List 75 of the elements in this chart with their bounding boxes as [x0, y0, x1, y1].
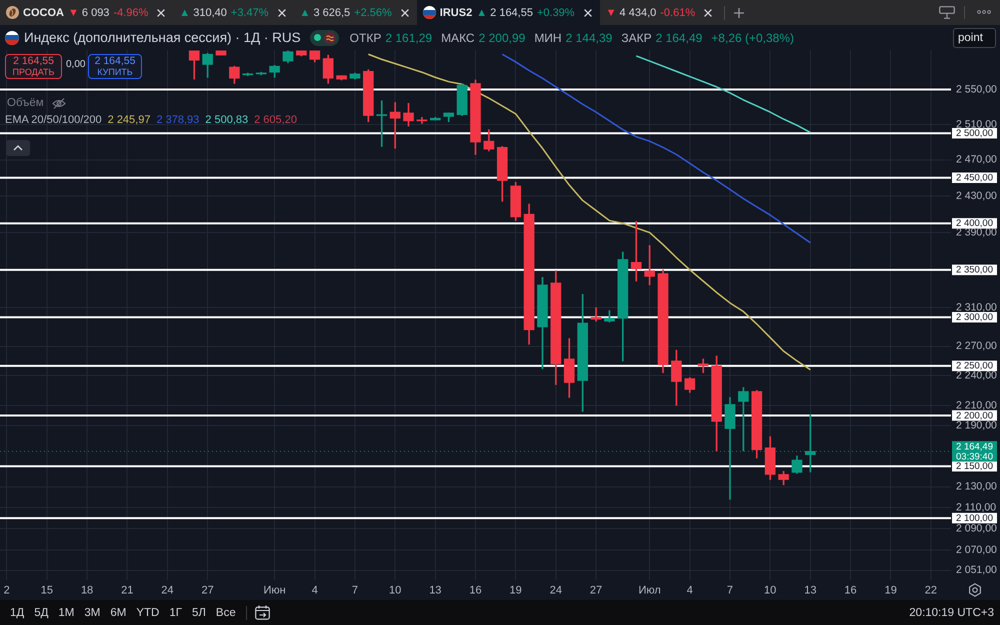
- annotation: 2 500,83: [205, 114, 248, 126]
- chart-title: Индекс (дополнительная сессия) · 1Д · RUS: [24, 30, 301, 45]
- x-tick-label: 4: [312, 584, 318, 597]
- annotation: ПРОДАТЬ: [12, 66, 54, 78]
- y-tick-label: 2 430,00: [956, 190, 998, 202]
- tab-bar: COCOA ▼ 6 093 -4.96% ▲ 310,40 +3.47% ▲ 3 626,5 +2.56% IRUS2 ▲ 2 164,55 +0.39% ▼ 4 434,0 -0.61%: [0, 0, 1000, 25]
- annotation: 2 164,55: [13, 54, 54, 66]
- ref-line-label: 2 300,00: [956, 312, 993, 324]
- x-tick-label: 24: [550, 584, 562, 597]
- x-tick-label: 21: [121, 584, 134, 597]
- text: ЗАКР: [621, 30, 652, 44]
- annotation: EMA 20/50/100/200: [5, 114, 102, 126]
- text: МИН: [534, 30, 562, 44]
- x-tick-label: 27: [590, 584, 602, 597]
- y-tick-label: 2 470,00: [956, 154, 998, 166]
- y-tick-label: 2 110,00: [956, 502, 996, 514]
- x-tick-label: Июн: [263, 584, 286, 597]
- x-tick-label: 13: [429, 584, 442, 597]
- annotation: 2 164,55: [94, 54, 136, 66]
- x-tick-label: Июл: [638, 584, 661, 597]
- y-tick-label: 2 190,00: [956, 419, 998, 432]
- candlestick: [590, 307, 602, 322]
- annotation: 0,00: [66, 59, 86, 71]
- x-tick-label: 18: [80, 584, 94, 597]
- toolbar: 1Д 5Д 1М 3М 6М YTD 1Г 5Л Все 20:10:19 UTC+3: [0, 600, 1000, 625]
- text: 2 164,49: [656, 30, 702, 44]
- y-tick-label: 2 130,00: [956, 480, 998, 493]
- y-tick-label: 2 310,00: [956, 302, 998, 314]
- ref-line-label: 2 100,00: [956, 513, 993, 524]
- buy-button: 2 164,55 КУПИТЬ: [88, 54, 142, 79]
- ref-line-label: 2 200,00: [956, 410, 993, 422]
- x-tick-label: 19: [510, 584, 522, 597]
- y-tick-label: 2 210,00: [956, 399, 998, 412]
- annotation: 2 605,20: [254, 114, 297, 126]
- ref-line-label: 2 164,49 03:39:40: [956, 441, 993, 462]
- annotation: 2 378,93: [156, 114, 200, 126]
- annotation: КУПИТЬ: [97, 66, 133, 78]
- annotation: 2 245,97: [108, 114, 150, 126]
- annotation: Объём: [7, 97, 44, 109]
- x-tick-label: 10: [764, 584, 776, 597]
- text: +8,26 (+0,38%): [711, 30, 794, 44]
- text: ОТКР: [350, 30, 382, 44]
- x-tick-label: 27: [201, 584, 214, 597]
- y-tick-label: 2 270,00: [956, 340, 998, 352]
- ref-line-label: 2 250,00: [956, 360, 993, 372]
- active-tab: IRUS2 ▲ 2 164,55 +0.39%: [416, 0, 600, 25]
- y-tick-label: 2 240,00: [956, 370, 998, 382]
- x-tick-label: 7: [352, 584, 358, 597]
- text-field: point: [953, 28, 996, 48]
- x-tick-label: 7: [726, 584, 734, 597]
- ref-line-label: 2 350,00: [956, 264, 993, 276]
- x-tick-label: 10: [389, 584, 402, 597]
- x-tick-label: 15: [40, 584, 54, 597]
- sell-button: 2 164,55 ПРОДАТЬ: [5, 54, 62, 79]
- x-tick-label: 24: [161, 584, 174, 597]
- x-tick-label: 4: [686, 584, 693, 597]
- y-tick-label: 2 090,00: [956, 522, 998, 535]
- text: 2 144,39: [566, 30, 612, 44]
- x-tick-label: 19: [884, 584, 897, 597]
- text: 2 200,99: [478, 30, 526, 44]
- x-tick-label: 16: [844, 584, 857, 597]
- y-tick-label: 2 070,00: [956, 544, 998, 556]
- text: МАКС: [441, 30, 475, 44]
- y-tick-label: 2 510,00: [956, 118, 998, 130]
- x-tick-label: 13: [804, 584, 816, 597]
- y-tick-label: 2 051,00: [956, 564, 998, 576]
- ref-line-label: 2 450,00: [956, 172, 993, 184]
- candlestick: [416, 117, 428, 124]
- y-tick-label: 2 550,00: [956, 83, 998, 96]
- text: 2 161,29: [385, 30, 432, 44]
- ref-line-label: 2 500,00: [956, 128, 993, 140]
- x-tick-label: 22: [924, 584, 938, 597]
- x-tick-label: 16: [469, 584, 482, 597]
- ref-line-label: 2 150,00: [956, 461, 993, 472]
- x-tick-label: 2: [4, 584, 10, 597]
